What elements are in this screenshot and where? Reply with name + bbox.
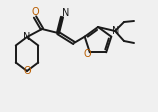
Text: O: O	[84, 49, 92, 59]
Text: O: O	[23, 66, 31, 76]
Text: N: N	[62, 8, 70, 18]
Text: N: N	[23, 32, 31, 42]
Text: N: N	[112, 26, 120, 36]
Text: O: O	[31, 7, 39, 17]
